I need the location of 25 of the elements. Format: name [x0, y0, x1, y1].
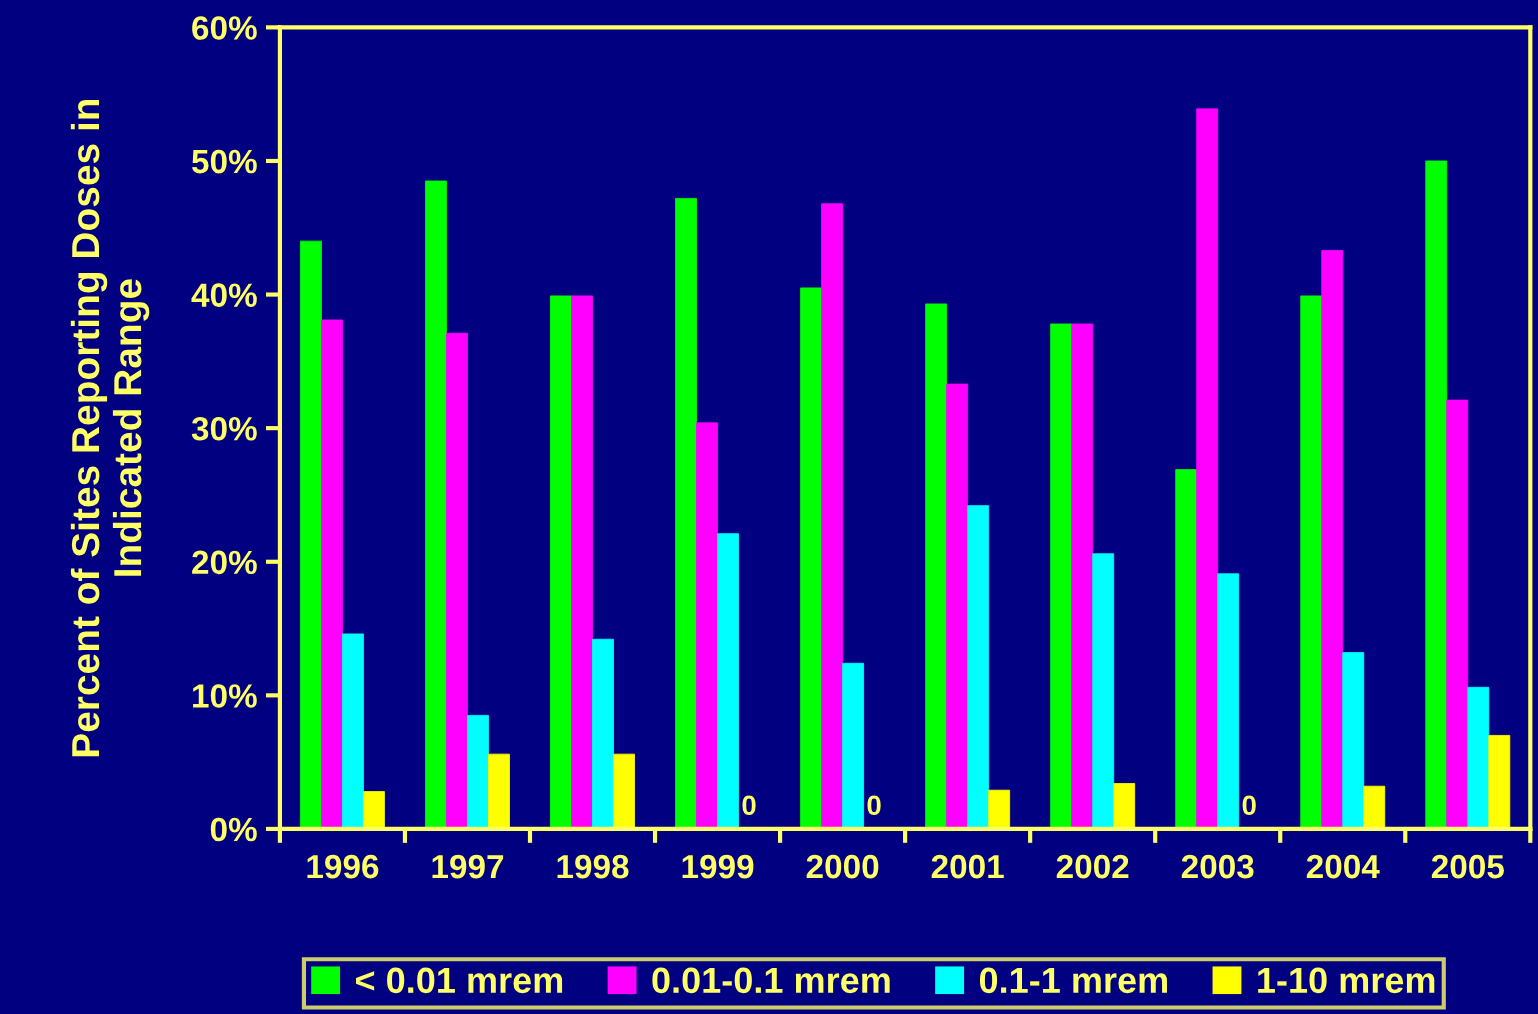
y-axis-title: Percent of Sites Reporting Doses in Indicated Range	[70, 99, 150, 757]
y-tick-label: 40%	[191, 283, 257, 307]
x-tick-label: 1999	[682, 854, 754, 879]
x-tick-label: 2003	[1181, 854, 1254, 879]
x-tick-label: 1997	[432, 854, 504, 879]
x-tick-label: 2002	[1056, 854, 1129, 879]
y-tick-label: 60%	[192, 16, 257, 40]
x-tick-label: 1998	[557, 854, 629, 879]
x-tick-label: 2005	[1431, 854, 1504, 879]
x-tick-label: 1996	[307, 854, 379, 879]
data-label: 0	[742, 795, 756, 816]
y-tick-label: 0%	[210, 817, 257, 842]
y-tick-label: 30%	[191, 416, 257, 441]
y-tick-label: 10%	[193, 684, 257, 708]
data-label: 0	[867, 795, 881, 816]
legend-label: < 0.01 mrem	[356, 967, 563, 994]
x-tick-label: 2000	[806, 854, 879, 879]
data-label: 0	[1242, 795, 1256, 816]
y-tick-label: 20%	[192, 550, 257, 575]
y-tick-label: 50%	[192, 149, 257, 174]
x-tick-label: 2001	[931, 854, 1004, 879]
legend-label: 0.01-0.1 mrem	[652, 967, 890, 994]
legend-label: 0.1-1 mrem	[979, 967, 1167, 994]
legend-label: 1-10 mrem	[1258, 967, 1435, 994]
x-tick-label: 2004	[1306, 854, 1380, 879]
